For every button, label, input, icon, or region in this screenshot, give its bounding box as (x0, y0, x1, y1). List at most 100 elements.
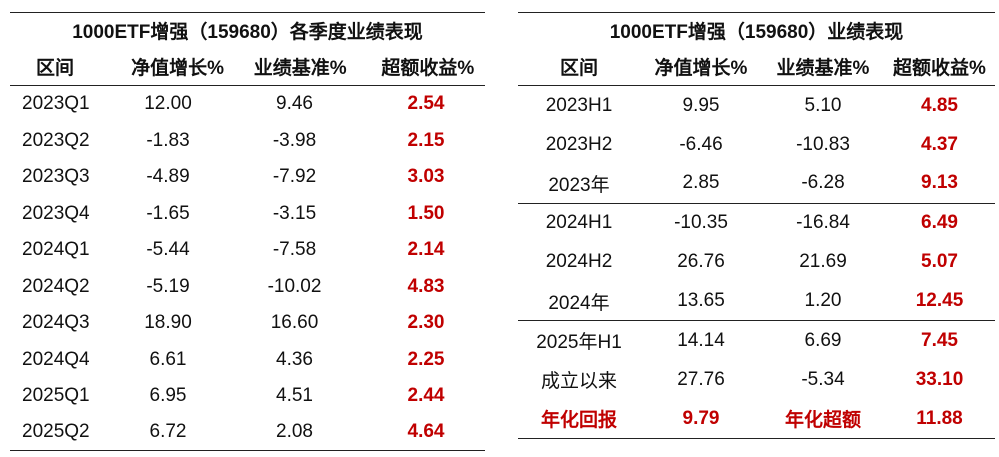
excess-return-cell: 2.25 (407, 348, 445, 370)
benchmark-cell: 1.20 (804, 290, 842, 312)
annualized-return-label: 年化回报 (540, 410, 617, 432)
nav-growth-cell: 13.65 (677, 290, 725, 312)
excess-return-cell: 4.85 (921, 94, 958, 116)
period-cell: 2023Q4 (22, 202, 90, 224)
quarterly-performance-table: 1000ETF增强（159680）各季度业绩表现 区间 净值增长% 业绩基准% … (10, 12, 485, 451)
excess-return-cell: 4.37 (921, 133, 958, 155)
nav-growth-cell: -5.44 (146, 239, 190, 261)
performance-table: 1000ETF增强（159680）业绩表现 区间 净值增长% 业绩基准% 超额收… (518, 12, 995, 439)
period-cell: 2023H1 (545, 94, 613, 116)
excess-return-cell: 12.45 (915, 290, 964, 312)
period-cell: 2023Q3 (22, 166, 90, 188)
nav-growth-cell: -1.83 (146, 129, 190, 151)
table-row: 2023Q3 -4.89 -7.92 3.03 (10, 159, 485, 196)
period-cell: 2023Q1 (22, 93, 90, 115)
excess-return-cell: 7.45 (921, 329, 958, 351)
table-row: 2024Q3 18.90 16.60 2.30 (10, 305, 485, 342)
table-row: 2024Q2 -5.19 -10.02 4.83 (10, 269, 485, 306)
period-cell: 2024Q1 (22, 239, 90, 261)
period-cell: 2023Q2 (22, 129, 90, 151)
excess-return-cell: 3.03 (407, 166, 445, 188)
excess-return-cell: 1.50 (407, 202, 445, 224)
excess-return-cell: 4.83 (407, 275, 445, 297)
table-row: 2024Q1 -5.44 -7.58 2.14 (10, 232, 485, 269)
excess-return-cell: 2.44 (407, 385, 445, 407)
nav-growth-cell: -6.46 (679, 133, 723, 155)
table-title-text: 1000ETF增强（159680）业绩表现 (609, 22, 904, 43)
nav-growth-cell: 6.61 (149, 348, 187, 370)
table-row: 2024H1 -10.35 -16.84 6.49 (518, 204, 995, 243)
nav-growth-cell: -5.19 (146, 275, 190, 297)
nav-growth-cell: 6.72 (149, 421, 187, 443)
table-row: 2023H1 9.95 5.10 4.85 (518, 86, 995, 125)
benchmark-cell: -10.02 (267, 275, 322, 297)
benchmark-cell: -3.15 (272, 202, 317, 224)
table-row: 2025Q1 6.95 4.51 2.44 (10, 378, 485, 415)
table-row: 2024H2 26.76 21.69 5.07 (518, 243, 995, 282)
nav-growth-cell: 12.00 (144, 93, 192, 115)
table-row: 成立以来 27.76 -5.34 33.10 (518, 360, 995, 399)
header-benchmark: 业绩基准% (776, 58, 870, 79)
excess-return-cell: 2.30 (407, 312, 445, 334)
benchmark-cell: -7.92 (272, 166, 317, 188)
benchmark-cell: -5.34 (801, 368, 845, 390)
table-row: 2024Q4 6.61 4.36 2.25 (10, 342, 485, 379)
header-nav-growth: 净值增长% (654, 58, 748, 79)
annualized-excess-label: 年化超额 (784, 410, 861, 432)
header-benchmark: 业绩基准% (253, 58, 347, 79)
excess-return-cell: 5.07 (921, 251, 958, 273)
period-cell: 2024Q4 (22, 348, 90, 370)
benchmark-cell: 5.10 (804, 94, 842, 116)
period-cell: 2024年 (548, 292, 610, 314)
benchmark-cell: 2.08 (276, 421, 313, 443)
excess-return-cell: 9.13 (921, 172, 958, 194)
table-title: 1000ETF增强（159680）各季度业绩表现 (10, 12, 485, 48)
benchmark-cell: 16.60 (270, 312, 319, 334)
header-period: 区间 (559, 58, 598, 79)
table-title-text: 1000ETF增强（159680）各季度业绩表现 (72, 22, 423, 43)
period-cell: 2025年H1 (536, 332, 622, 354)
nav-growth-cell: 6.95 (149, 385, 187, 407)
header-nav-growth: 净值增长% (131, 58, 225, 79)
excess-return-cell: 2.14 (407, 239, 445, 261)
excess-return-cell: 2.15 (407, 129, 445, 151)
table-row: 2023H2 -6.46 -10.83 4.37 (518, 125, 995, 164)
nav-growth-cell: 26.76 (677, 251, 725, 273)
table-row: 2023年 2.85 -6.28 9.13 (518, 164, 995, 204)
nav-growth-cell: 14.14 (677, 329, 725, 351)
annualized-excess-value: 11.88 (916, 407, 963, 429)
excess-return-cell: 33.10 (915, 368, 964, 390)
header-excess-return: 超额收益% (381, 58, 475, 79)
period-cell: 2025Q1 (22, 385, 90, 407)
benchmark-cell: -7.58 (272, 239, 317, 261)
benchmark-cell: 9.46 (276, 93, 313, 115)
period-cell: 成立以来 (540, 371, 617, 393)
benchmark-cell: 4.51 (276, 385, 313, 407)
header-excess-return: 超额收益% (893, 58, 986, 79)
benchmark-cell: -6.28 (801, 172, 845, 194)
table-title: 1000ETF增强（159680）业绩表现 (518, 12, 995, 48)
period-cell: 2024H2 (545, 251, 613, 273)
nav-growth-cell: -1.65 (146, 202, 190, 224)
nav-growth-cell: -10.35 (674, 212, 728, 234)
excess-return-cell: 2.54 (407, 93, 445, 115)
period-cell: 2023年 (548, 174, 610, 196)
table-row: 2023Q1 12.00 9.46 2.54 (10, 86, 485, 123)
table-row: 2025Q2 6.72 2.08 4.64 (10, 415, 485, 451)
benchmark-cell: 21.69 (799, 251, 847, 273)
summary-row: 年化回报 9.79 年化超额 11.88 (518, 400, 995, 439)
benchmark-cell: -10.83 (796, 133, 850, 155)
period-cell: 2025Q2 (22, 421, 90, 443)
table-row: 2023Q2 -1.83 -3.98 2.15 (10, 123, 485, 160)
nav-growth-cell: 9.95 (682, 94, 720, 116)
nav-growth-cell: 2.85 (682, 172, 720, 194)
nav-growth-cell: 18.90 (144, 312, 192, 334)
table-row: 2025年H1 14.14 6.69 7.45 (518, 321, 995, 360)
excess-return-cell: 6.49 (921, 212, 958, 234)
annualized-return-value: 9.79 (682, 407, 720, 429)
benchmark-cell: -16.84 (796, 212, 850, 234)
period-cell: 2023H2 (545, 133, 613, 155)
period-cell: 2024Q2 (22, 275, 90, 297)
benchmark-cell: 4.36 (276, 348, 313, 370)
benchmark-cell: 6.69 (804, 329, 842, 351)
